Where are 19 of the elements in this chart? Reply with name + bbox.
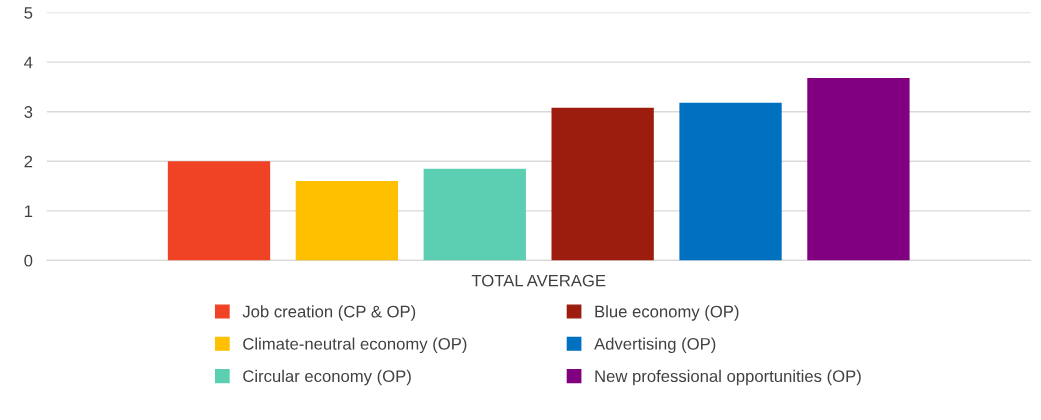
- y-tick-label: 0: [24, 254, 33, 267]
- y-tick-label: 2: [24, 155, 33, 168]
- bar: [551, 107, 654, 261]
- bar: [167, 161, 271, 261]
- bar: [295, 181, 399, 261]
- legend-label: Job creation (CP & OP): [242, 305, 416, 321]
- legend-label: Blue economy (OP): [595, 305, 739, 321]
- legend-label: Advertising (OP): [594, 337, 716, 354]
- y-tick-label: 5: [24, 7, 33, 19]
- legend-label: Climate-neutral economy (OP): [243, 337, 467, 354]
- x-tick-label: TOTAL AVERAGE: [471, 274, 606, 287]
- y-tick-label: 4: [24, 56, 33, 69]
- bar: [679, 102, 782, 261]
- y-tick-label: 1: [24, 205, 33, 217]
- bar: [423, 168, 526, 261]
- legend-label: New professional opportunities (OP): [595, 369, 861, 386]
- y-tick-label: 3: [24, 106, 33, 118]
- legend-label: Circular economy (OP): [243, 369, 411, 386]
- bar: [807, 78, 910, 261]
